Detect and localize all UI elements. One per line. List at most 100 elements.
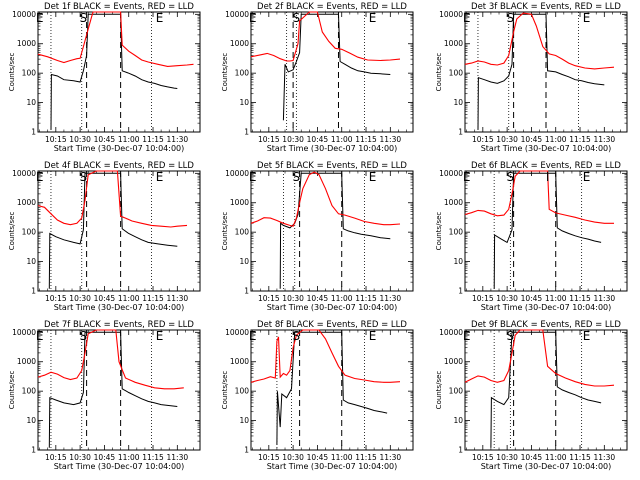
x-axis-label: Start Time (30-Dec-07 10:04:00) <box>481 303 612 312</box>
y-tick-label: 1000 <box>444 198 463 207</box>
y-tick-label: 10 <box>453 257 463 266</box>
panel-title: Det 8f BLACK = Events, RED = LLD <box>257 320 407 330</box>
y-axis-label: Counts/sec <box>221 371 229 410</box>
x-tick-label: 11:15 <box>569 135 591 144</box>
event-marker-label: E <box>369 11 377 25</box>
x-tick-label: 11:00 <box>545 453 567 462</box>
lld-series-line <box>250 11 401 62</box>
x-tick-label: 11:30 <box>380 453 402 462</box>
events-series-line <box>477 13 605 130</box>
x-tick-label: 10:30 <box>496 453 518 462</box>
x-tick-label: 11:15 <box>355 453 377 462</box>
panel-8: Det 8f BLACK = Events, RED = LLD 1 10 100 10… <box>221 320 414 471</box>
x-axis-label: Start Time (30-Dec-07 10:04:00) <box>54 303 185 312</box>
x-tick-label: 10:15 <box>45 135 67 144</box>
event-marker-label: E <box>249 170 257 184</box>
plot-frame <box>250 11 414 133</box>
y-tick-label: 100 <box>22 387 37 396</box>
y-tick-label: 10000 <box>225 169 249 178</box>
x-tick-label: 10:45 <box>521 294 543 303</box>
y-tick-label: 10000 <box>439 328 463 337</box>
event-marker-label: S <box>293 11 301 25</box>
x-tick-label: 10:30 <box>69 294 91 303</box>
events-series-line <box>490 331 602 448</box>
event-marker-label: E <box>583 329 591 343</box>
x-tick-label: 11:00 <box>545 294 567 303</box>
events-series-line <box>279 172 391 289</box>
x-axis-label: Start Time (30-Dec-07 10:04:00) <box>54 144 185 153</box>
events-series-line <box>282 13 391 121</box>
event-marker-label: E <box>369 329 377 343</box>
x-tick-label: 10:45 <box>521 453 543 462</box>
x-tick-label: 11:15 <box>142 453 164 462</box>
y-tick-label: 10 <box>239 416 249 425</box>
y-axis-label: Counts/sec <box>435 53 443 92</box>
panel-title: Det 3f BLACK = Events, RED = LLD <box>471 2 621 12</box>
x-tick-label: 11:00 <box>545 135 567 144</box>
plot-frame <box>37 170 201 292</box>
x-axis-label: Start Time (30-Dec-07 10:04:00) <box>267 462 398 471</box>
x-tick-label: 10:45 <box>94 294 116 303</box>
y-axis-label: Counts/sec <box>8 371 16 410</box>
y-tick-label: 10000 <box>439 169 463 178</box>
x-tick-label: 11:30 <box>380 294 402 303</box>
lld-series-line <box>250 171 401 227</box>
y-tick-label: 10000 <box>439 10 463 19</box>
panel-title: Det 7f BLACK = Events, RED = LLD <box>44 320 194 330</box>
y-tick-label: 10000 <box>225 328 249 337</box>
y-tick-label: 1 <box>31 287 36 296</box>
y-tick-label: 10 <box>239 257 249 266</box>
x-tick-label: 10:15 <box>45 453 67 462</box>
event-marker-label: E <box>36 329 44 343</box>
x-tick-label: 10:30 <box>496 294 518 303</box>
panel-title: Det 6f BLACK = Events, RED = LLD <box>471 161 621 171</box>
x-tick-label: 10:30 <box>496 135 518 144</box>
panel-6: Det 6f BLACK = Events, RED = LLD 1 10 100 10… <box>435 161 628 312</box>
plot-frame <box>464 329 628 451</box>
event-marker-label: S <box>80 170 88 184</box>
panel-title: Det 9f BLACK = Events, RED = LLD <box>471 320 621 330</box>
plot-frame <box>250 329 414 451</box>
y-tick-label: 1000 <box>17 39 36 48</box>
x-tick-label: 10:15 <box>258 453 280 462</box>
y-axis-label: Counts/sec <box>221 53 229 92</box>
event-marker-label: I <box>546 170 550 184</box>
x-axis-label: Start Time (30-Dec-07 10:04:00) <box>54 462 185 471</box>
lld-series-line <box>37 170 188 228</box>
y-tick-label: 10 <box>26 416 36 425</box>
y-tick-label: 1000 <box>444 39 463 48</box>
x-tick-label: 10:45 <box>307 453 329 462</box>
event-marker-label: E <box>156 11 164 25</box>
event-marker-label: S <box>293 170 301 184</box>
x-tick-label: 10:45 <box>94 135 116 144</box>
events-series-line <box>48 331 178 448</box>
panel-9: Det 9f BLACK = Events, RED = LLD 1 10 100 10… <box>435 320 628 471</box>
y-tick-label: 100 <box>22 228 37 237</box>
y-tick-label: 1000 <box>17 357 36 366</box>
y-tick-label: 1 <box>458 287 463 296</box>
x-tick-label: 10:45 <box>307 135 329 144</box>
event-marker-label: E <box>463 170 471 184</box>
panel-title: Det 5f BLACK = Events, RED = LLD <box>257 161 407 171</box>
x-tick-label: 10:30 <box>282 294 304 303</box>
lld-series-line <box>464 12 615 70</box>
x-tick-label: 11:30 <box>167 135 189 144</box>
panel-3: Det 3f BLACK = Events, RED = LLD 1 10 100 10… <box>435 2 628 153</box>
events-series-line <box>493 172 602 289</box>
x-tick-label: 10:15 <box>472 135 494 144</box>
x-tick-label: 10:15 <box>472 453 494 462</box>
y-axis-label: Counts/sec <box>435 371 443 410</box>
x-axis-label: Start Time (30-Dec-07 10:04:00) <box>267 144 398 153</box>
x-tick-label: 10:45 <box>94 453 116 462</box>
events-series-line <box>50 13 178 130</box>
y-tick-label: 10 <box>239 98 249 107</box>
y-tick-label: 10000 <box>12 169 36 178</box>
y-tick-label: 1000 <box>444 357 463 366</box>
x-tick-label: 10:30 <box>69 135 91 144</box>
y-tick-label: 1000 <box>17 198 36 207</box>
event-marker-label: S <box>507 170 515 184</box>
x-tick-label: 11:00 <box>118 294 140 303</box>
event-marker-label: E <box>36 11 44 25</box>
plot-frame <box>464 170 628 292</box>
